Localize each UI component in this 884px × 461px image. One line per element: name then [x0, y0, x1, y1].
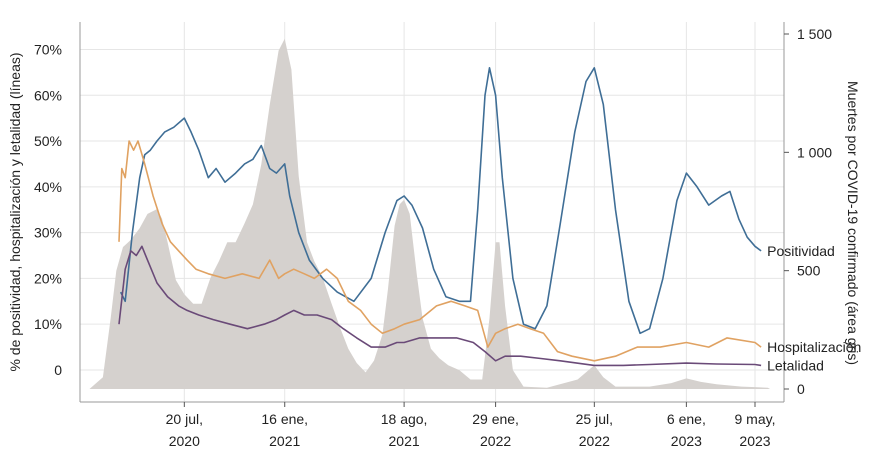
series-label-hospitalizacion: Hospitalización	[767, 339, 861, 355]
left-tick-label: 60%	[34, 87, 62, 103]
right-tick-label: 1 500	[797, 26, 832, 42]
deaths-area	[89, 38, 771, 389]
series-labels: Positividad Hospitalización Letalidad	[767, 243, 861, 373]
right-tick-label: 1 000	[797, 144, 832, 160]
x-tick-label: 6 ene,	[667, 411, 706, 427]
x-axis-ticks: 20 jul, 2020 16 ene, 2021 18 ago, 2021 29 ene,…	[166, 402, 775, 449]
left-axis-ticks: 0 10% 20% 30% 40% 50% 60% 70%	[34, 41, 62, 377]
x-tick-label: 2022	[480, 433, 511, 449]
left-tick-label: 40%	[34, 179, 62, 195]
x-tick-label: 25 jul,	[576, 411, 613, 427]
series-line-letalidad	[118, 245, 762, 367]
x-tick-label: 2020	[169, 433, 200, 449]
x-tick-label: 20 jul,	[166, 411, 203, 427]
series-line-positividad	[119, 67, 762, 335]
x-tick-label: 18 ago,	[381, 411, 428, 427]
series-label-letalidad: Letalidad	[767, 357, 824, 373]
x-tick-label: 16 ene,	[261, 411, 308, 427]
left-tick-label: 10%	[34, 316, 62, 332]
x-tick-label: 2023	[671, 433, 702, 449]
left-tick-label: 0	[54, 362, 62, 378]
left-axis-title: % de positividad, hospitalización y leta…	[7, 52, 23, 371]
axes	[79, 22, 785, 403]
right-tick-label: 500	[797, 263, 821, 279]
x-tick-label: 9 may,	[734, 411, 775, 427]
series-label-positividad: Positividad	[767, 243, 835, 259]
left-tick-label: 70%	[34, 41, 62, 57]
series-lines-layer	[118, 67, 762, 367]
series-line-hospitalizacion	[118, 140, 762, 362]
left-tick-label: 50%	[34, 133, 62, 149]
right-axis-ticks: 0 500 1 000 1 500	[784, 26, 832, 397]
x-tick-label: 29 ene,	[472, 411, 519, 427]
right-axis-title: Muertes por COVID-19 confirmado (área gr…	[845, 81, 861, 365]
left-tick-label: 20%	[34, 270, 62, 286]
x-tick-label: 2022	[579, 433, 610, 449]
x-tick-label: 2021	[389, 433, 420, 449]
x-tick-label: 2021	[269, 433, 300, 449]
deaths-area-layer	[89, 38, 771, 389]
x-tick-label: 2023	[739, 433, 770, 449]
grid	[80, 22, 784, 402]
left-tick-label: 30%	[34, 225, 62, 241]
right-tick-label: 0	[797, 381, 805, 397]
